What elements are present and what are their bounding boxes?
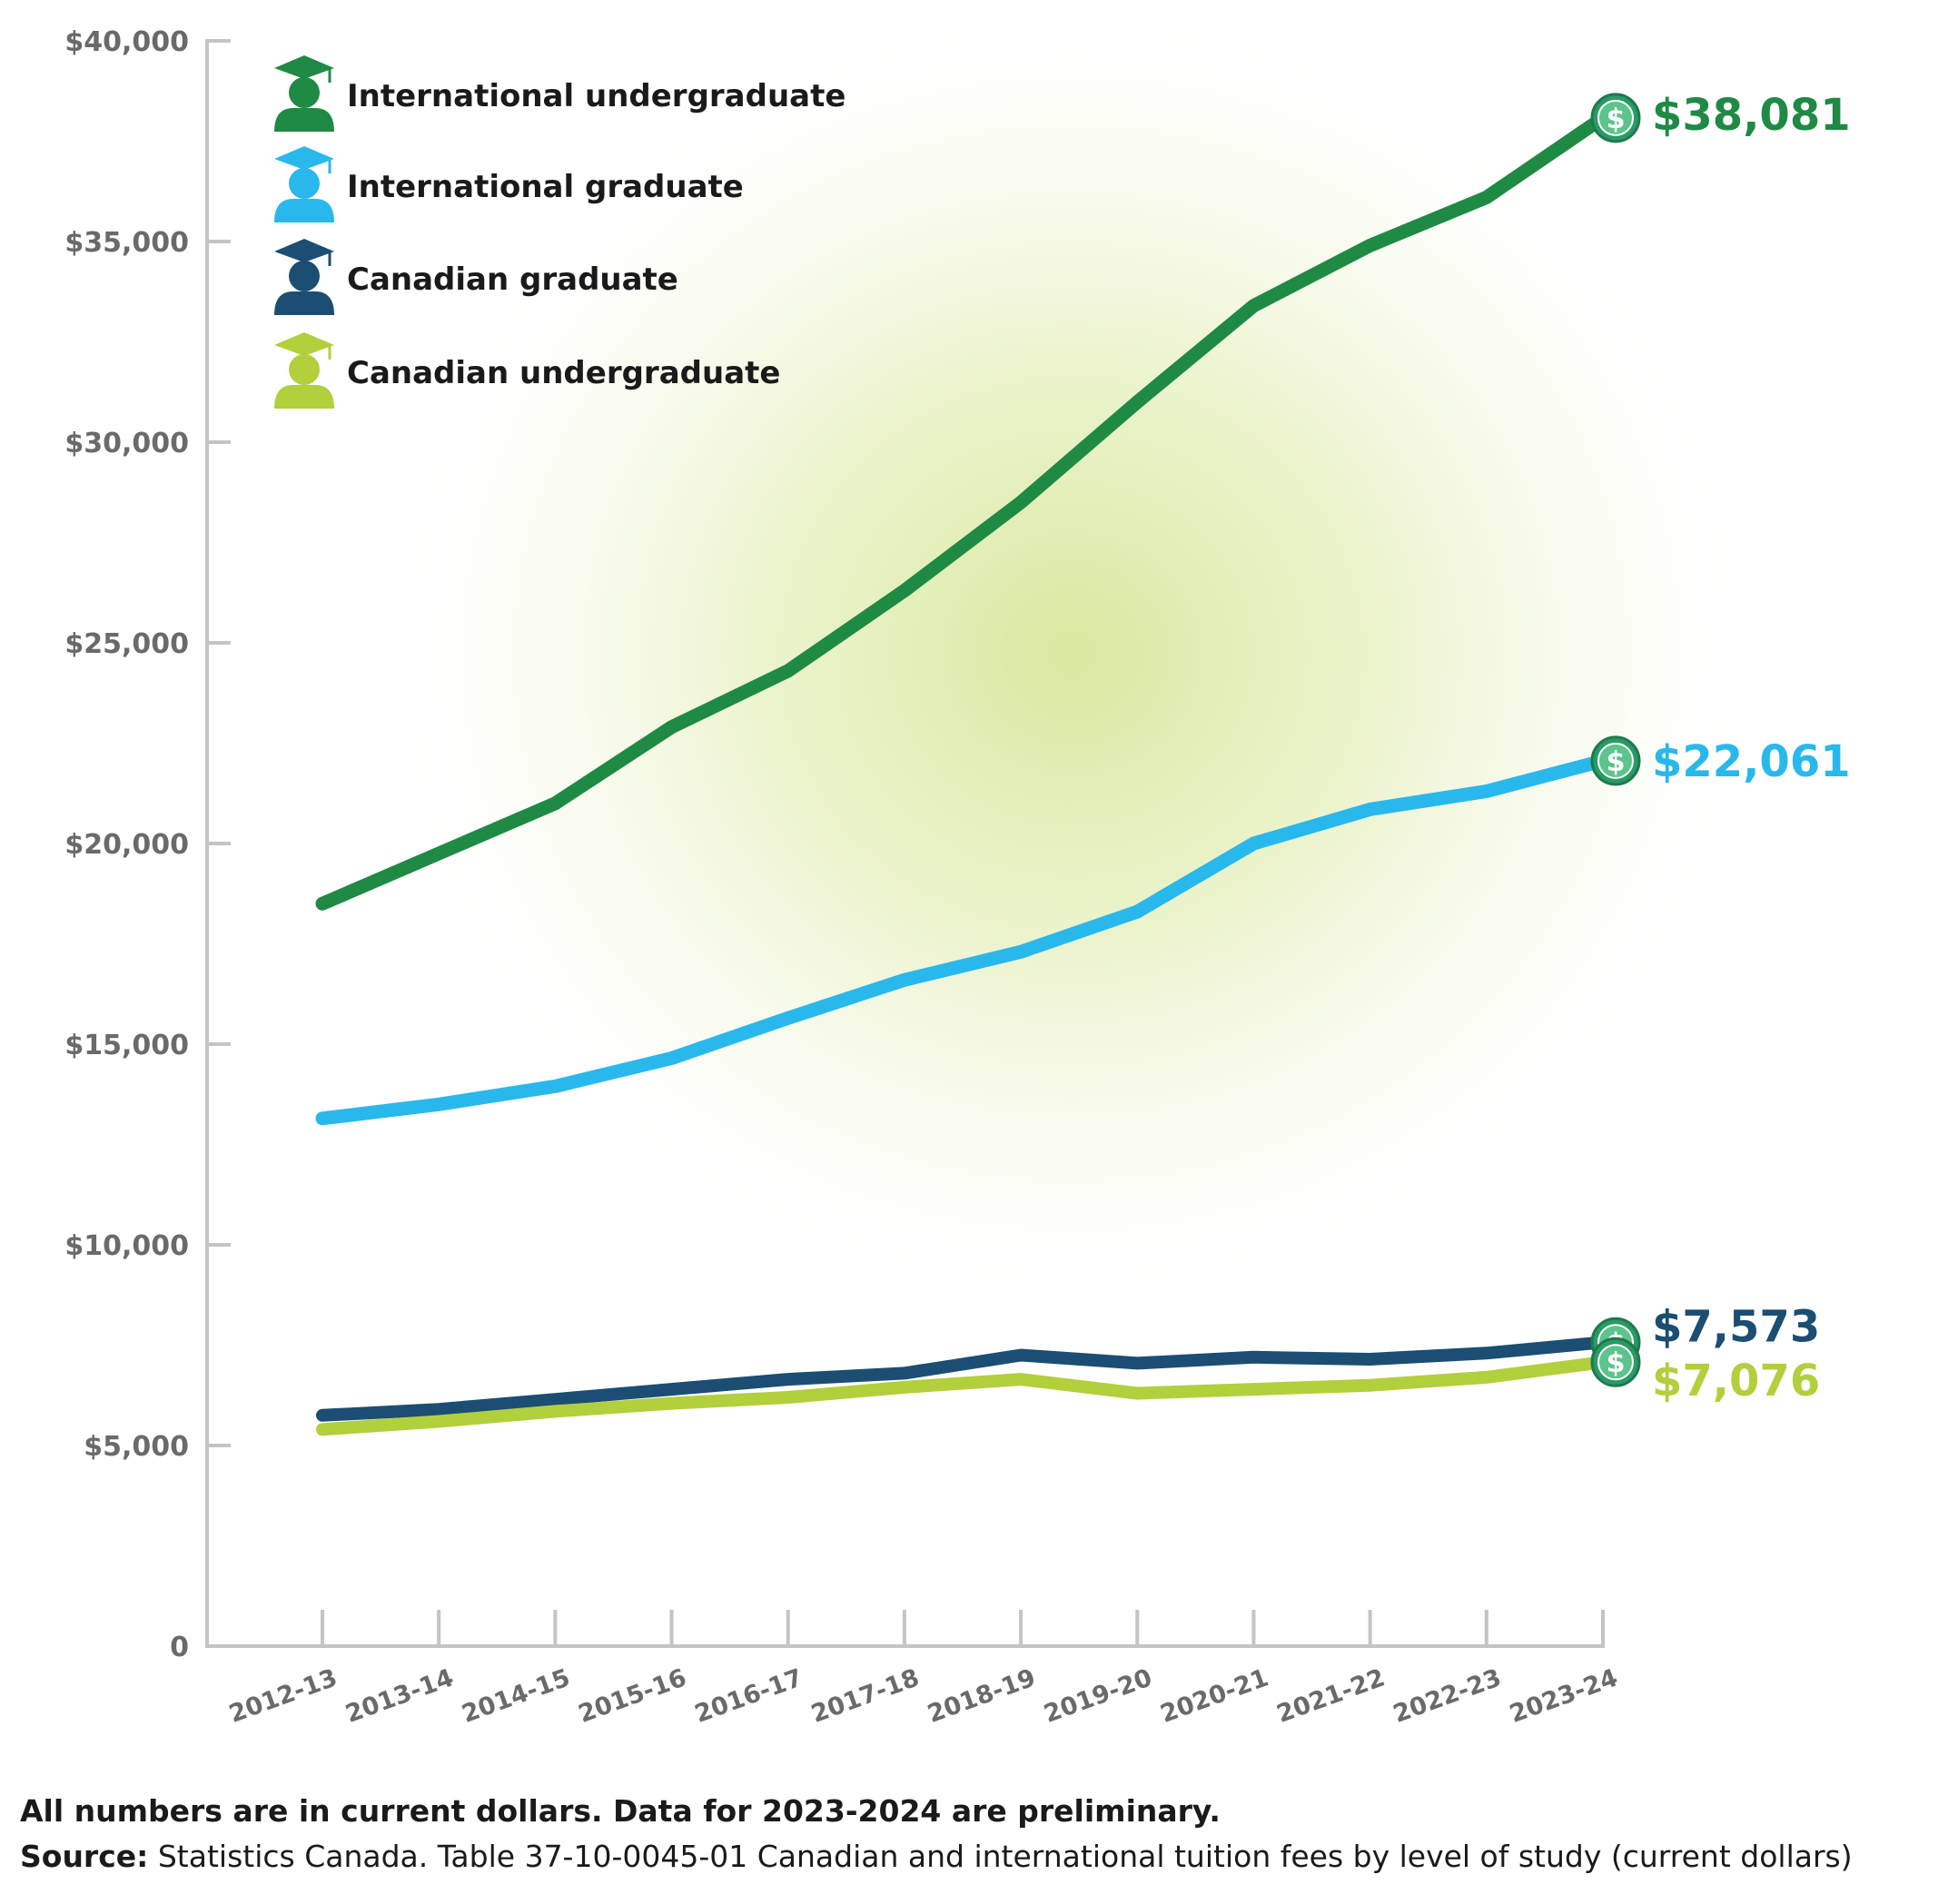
x-tick-label: 2014-15 (459, 1663, 574, 1729)
x-tick-label: 2012-13 (225, 1663, 341, 1729)
graduate-student-icon (274, 146, 334, 222)
series-line (316, 1356, 1609, 1436)
legend: International undergraduate International… (274, 55, 846, 409)
x-tick-label: 2020-21 (1157, 1663, 1272, 1729)
x-tick-label: 2016-17 (691, 1663, 806, 1729)
svg-text:$: $ (1607, 1347, 1626, 1379)
legend-entry-label: International undergraduate (347, 78, 846, 114)
end-value-label: $7,573 (1652, 1301, 1820, 1352)
y-axis-ticks: 0 $5,000 $10,000 $15,000 $20,000 $25,000 $30,0… (64, 26, 231, 1663)
dollar-coin-icon: $ (1590, 93, 1641, 143)
end-value-label: $7,076 (1652, 1356, 1820, 1406)
legend-entry-label: Canadian undergraduate (347, 355, 780, 391)
x-tick-label: 2021-22 (1273, 1663, 1389, 1729)
footnote-source: Source: Statistics Canada. Table 37-10-0… (20, 1839, 1853, 1874)
y-tick-label: $15,000 (64, 1030, 189, 1061)
source-label: Source: (20, 1839, 149, 1874)
x-tick-label: 2023-24 (1506, 1663, 1621, 1729)
graduate-student-icon (274, 55, 334, 132)
legend-entry-label: International graduate (347, 169, 744, 205)
x-tick-label: 2013-14 (342, 1663, 458, 1729)
source-text: Statistics Canada. Table 37-10-0045-01 C… (148, 1839, 1853, 1874)
end-value-label: $22,061 (1652, 736, 1851, 787)
svg-text:$: $ (1607, 746, 1626, 778)
y-tick-label: $10,000 (64, 1230, 189, 1262)
background-glow (381, 0, 1762, 1307)
svg-text:$: $ (1607, 104, 1626, 135)
series-lines (315, 111, 1610, 1436)
y-tick-label: $5,000 (84, 1431, 189, 1463)
footnote-note: All numbers are in current dollars. Data… (20, 1793, 1221, 1829)
end-markers: $$38,081$$22,061$$7,573$$7,076 (1590, 90, 1851, 1406)
x-tick-label: 2015-16 (575, 1663, 690, 1729)
series-line (315, 754, 1610, 1126)
series-line (316, 1336, 1609, 1422)
end-value-label: $38,081 (1652, 90, 1851, 141)
y-tick-label: $20,000 (64, 829, 189, 861)
graduate-student-icon (274, 239, 334, 315)
x-tick-label: 2022-23 (1389, 1663, 1505, 1729)
dollar-coin-icon: $ (1590, 735, 1641, 786)
x-tick-label: 2018-19 (924, 1663, 1039, 1729)
x-axis-ticks: 2012-13 2013-14 2014-15 2015-16 2016-17 2017-… (225, 1610, 1621, 1729)
dollar-coin-icon: $ (1590, 1337, 1641, 1387)
graduate-student-icon (274, 332, 334, 409)
y-tick-label: $35,000 (64, 227, 189, 259)
x-tick-label: 2017-18 (807, 1663, 923, 1729)
x-tick-label: 2019-20 (1041, 1663, 1156, 1729)
legend-entry-label: Canadian graduate (347, 261, 678, 298)
y-tick-label: 0 (170, 1632, 189, 1663)
y-tick-label: $40,000 (64, 26, 189, 58)
series-line (315, 111, 1610, 911)
y-tick-label: $25,000 (64, 628, 189, 660)
y-tick-label: $30,000 (64, 428, 189, 459)
